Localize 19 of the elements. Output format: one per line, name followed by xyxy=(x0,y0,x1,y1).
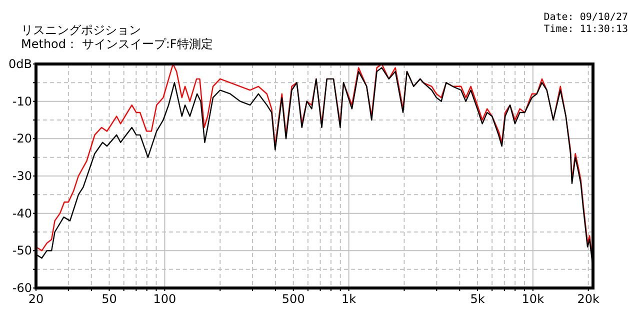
xtick: 20k xyxy=(577,292,600,306)
ytick: -20 xyxy=(12,132,32,146)
ytick: -60 xyxy=(12,281,32,295)
ytick: -40 xyxy=(12,206,32,220)
xtick: 20 xyxy=(28,292,44,306)
title: リスニングポジション xyxy=(21,23,141,37)
ytick: -50 xyxy=(12,244,32,258)
xtick: 50 xyxy=(102,292,117,306)
ytick: -10 xyxy=(12,94,32,108)
ytick: -30 xyxy=(12,169,32,183)
subtitle: Method： サインスイープ:F特測定 xyxy=(21,37,213,51)
ytick: 0dB xyxy=(8,57,32,71)
xtick: 1k xyxy=(342,292,356,306)
xtick: 10k xyxy=(522,292,544,306)
xtick: 5k xyxy=(470,292,485,306)
annotation: Time: 11:30:13 xyxy=(544,24,628,35)
xtick: 500 xyxy=(282,292,305,306)
xtick: 100 xyxy=(153,292,176,306)
annotation: Date: 09/10/27 xyxy=(544,12,628,23)
